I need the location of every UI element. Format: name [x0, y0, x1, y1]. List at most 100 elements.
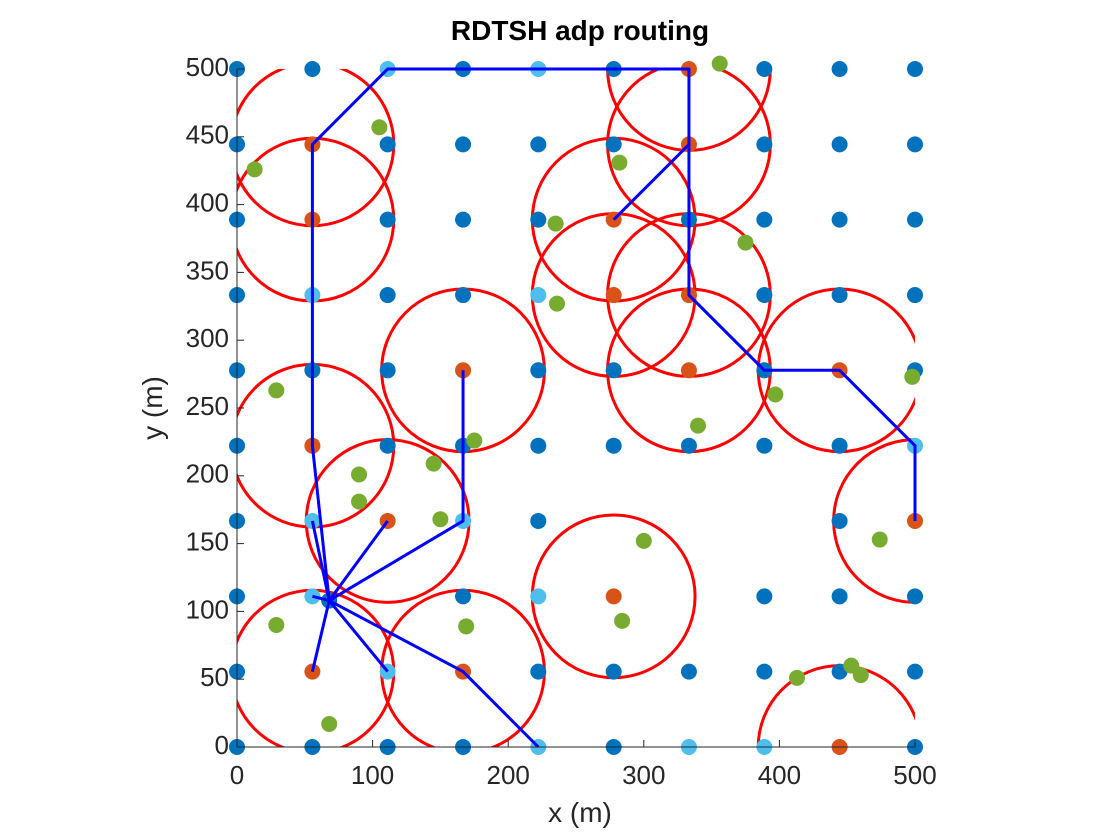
node-dot — [711, 55, 728, 72]
routes — [310, 67, 917, 749]
y-tick-label: 150 — [186, 526, 229, 556]
node-dot — [379, 136, 396, 153]
node-dot — [831, 437, 848, 454]
axes: 0 100 200 300 400 500 0 50 100 150 200 250 300 350 400… — [186, 52, 937, 790]
node-dot — [831, 588, 848, 605]
node-dot — [268, 382, 285, 399]
node-dot — [530, 588, 547, 605]
node-dot — [831, 211, 848, 228]
y-tick-label: 400 — [186, 187, 229, 217]
node-dot — [432, 511, 449, 528]
route-line — [312, 594, 330, 603]
node-dot — [904, 368, 921, 385]
node-dot — [605, 287, 622, 304]
node-dot — [767, 386, 784, 403]
node-dot — [530, 663, 547, 680]
x-axis-label: x (m) — [548, 797, 612, 828]
y-tick-label: 50 — [200, 662, 229, 692]
node-dot — [635, 532, 652, 549]
node-dot — [907, 211, 923, 228]
node-dot — [831, 61, 848, 77]
y-tick-label: 300 — [186, 323, 229, 353]
route-line — [310, 600, 331, 672]
node-dot — [455, 588, 472, 605]
route-line — [328, 599, 540, 749]
node-dot — [907, 287, 923, 304]
node-dot — [690, 417, 707, 434]
node-dot — [789, 669, 806, 686]
node-dot — [530, 437, 547, 454]
node-dot — [605, 663, 622, 680]
y-tick-label: 200 — [186, 459, 229, 489]
x-tick-label: 500 — [893, 760, 936, 790]
node-dot — [268, 616, 285, 633]
x-tick-label: 100 — [351, 760, 394, 790]
node-dot — [455, 211, 472, 228]
node-dot — [351, 466, 368, 483]
node-dot — [907, 61, 923, 77]
node-dot — [756, 287, 773, 304]
y-tick-label: 500 — [186, 52, 229, 82]
node-dot — [547, 215, 564, 232]
route-line — [328, 370, 465, 602]
node-dot — [907, 663, 923, 680]
x-tick-label: 400 — [758, 760, 801, 790]
node-dot — [756, 663, 773, 680]
node-dot — [605, 588, 622, 605]
y-axis-label: y (m) — [137, 376, 168, 440]
node-dot — [907, 588, 923, 605]
node-dot — [852, 667, 869, 684]
node-dot — [614, 612, 631, 629]
route-line — [328, 599, 389, 673]
node-dot — [611, 154, 628, 171]
y-tick-label: 450 — [186, 120, 229, 150]
node-dot — [680, 362, 697, 379]
node-dot — [455, 136, 472, 153]
x-tick-label: 0 — [230, 760, 244, 790]
node-dot — [425, 455, 442, 472]
y-tick-label: 0 — [215, 730, 229, 760]
y-tick-label: 100 — [186, 594, 229, 624]
node-dot — [530, 287, 547, 304]
route-line — [310, 67, 691, 601]
node-dot — [530, 512, 547, 529]
node-dot — [455, 287, 472, 304]
chart-title: RDTSH adp routing — [451, 15, 709, 46]
node-dot — [530, 211, 547, 228]
node-dot — [680, 437, 697, 454]
node-dot — [371, 119, 388, 136]
node-dot — [756, 211, 773, 228]
y-tick-label: 250 — [186, 391, 229, 421]
node-dot — [831, 136, 848, 153]
nodes — [229, 55, 923, 755]
node-dot — [530, 362, 547, 379]
node-dot — [379, 287, 396, 304]
node-dot — [530, 136, 547, 153]
node-dot — [304, 61, 321, 77]
x-tick-label: 300 — [622, 760, 665, 790]
node-dot — [737, 234, 754, 251]
node-dot — [907, 136, 923, 153]
node-dot — [321, 715, 338, 732]
node-dot — [831, 512, 848, 529]
node-dot — [756, 61, 773, 77]
node-dot — [605, 362, 622, 379]
node-dot — [756, 437, 773, 454]
route-line — [327, 520, 389, 602]
y-tick-label: 350 — [186, 255, 229, 285]
node-dot — [466, 432, 483, 449]
node-dot — [756, 588, 773, 605]
node-dot — [605, 437, 622, 454]
node-dot — [549, 295, 566, 312]
node-dot — [831, 287, 848, 304]
node-dot — [605, 136, 622, 153]
node-dot — [379, 437, 396, 454]
node-dot — [351, 493, 368, 510]
node-dot — [458, 618, 475, 635]
node-dot — [756, 136, 773, 153]
node-dot — [379, 362, 396, 379]
route-line — [687, 144, 917, 521]
node-dot — [680, 663, 697, 680]
